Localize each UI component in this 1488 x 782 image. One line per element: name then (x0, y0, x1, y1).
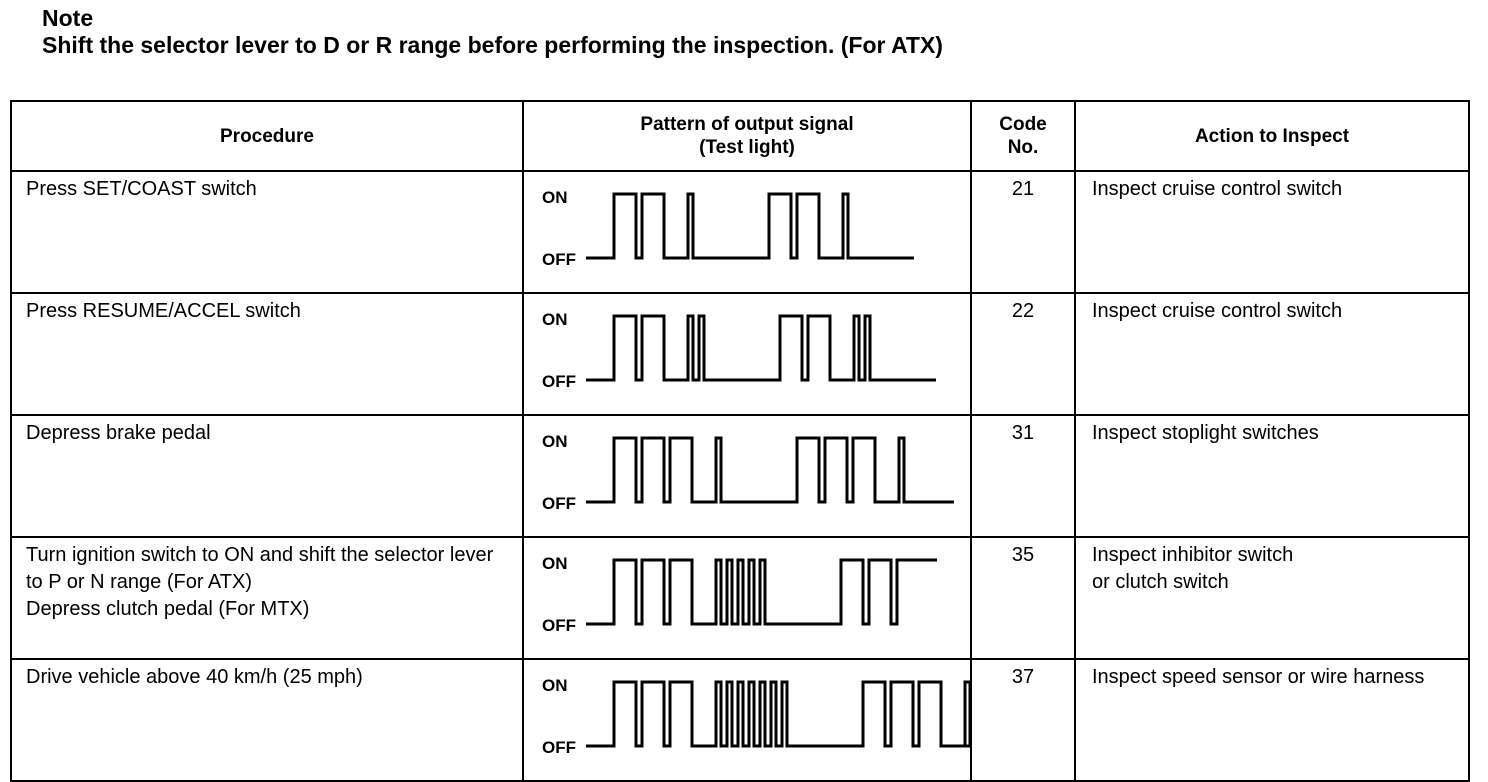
header-action: Action to Inspect (1074, 100, 1470, 172)
signal-pattern-cell: ON OFF (522, 414, 972, 538)
signal-line (586, 192, 914, 260)
signal-waveform (586, 314, 936, 382)
on-label: ON (542, 188, 568, 207)
header-procedure: Procedure (10, 100, 524, 172)
on-label: ON (542, 432, 568, 451)
table-row: Turn ignition switch to ON and shift the… (10, 536, 1470, 660)
code-number: 31 (970, 414, 1076, 538)
signal-line (586, 436, 954, 504)
signal-waveform (586, 558, 937, 626)
procedure-cell: Drive vehicle above 40 km/h (25 mph) (10, 658, 524, 782)
table-row: Drive vehicle above 40 km/h (25 mph) ON … (10, 658, 1470, 782)
procedure-cell: Turn ignition switch to ON and shift the… (10, 536, 524, 660)
code-number: 21 (970, 170, 1076, 294)
signal-line (586, 558, 937, 626)
signal-pattern-cell: ON OFF (522, 658, 972, 782)
code-number: 37 (970, 658, 1076, 782)
signal-pattern-cell: ON OFF (522, 170, 972, 294)
action-cell: Inspect speed sensor or wire harness (1074, 658, 1470, 782)
header-pattern: Pattern of output signal (Test light) (522, 100, 972, 172)
off-label: OFF (542, 738, 576, 757)
signal-line (586, 680, 970, 748)
action-cell: Inspect inhibitor switch or clutch switc… (1074, 536, 1470, 660)
table-row: Press SET/COAST switch ON OFF 21 Inspect… (10, 170, 1470, 294)
on-label: ON (542, 310, 568, 329)
on-label: ON (542, 676, 568, 695)
signal-waveform (586, 680, 970, 748)
procedure-cell: Press SET/COAST switch (10, 170, 524, 294)
action-cell: Inspect cruise control switch (1074, 292, 1470, 416)
table-row: Press RESUME/ACCEL switch ON OFF 22 Insp… (10, 292, 1470, 416)
signal-waveform (586, 192, 914, 260)
procedure-cell: Press RESUME/ACCEL switch (10, 292, 524, 416)
signal-waveform (586, 436, 954, 504)
off-label: OFF (542, 616, 576, 635)
procedure-cell: Depress brake pedal (10, 414, 524, 538)
diagnostic-code-table: Procedure Pattern of output signal (Test… (10, 100, 1470, 782)
action-cell: Inspect cruise control switch (1074, 170, 1470, 294)
header-code: Code No. (970, 100, 1076, 172)
table-row: Depress brake pedal ON OFF 31 Inspect st… (10, 414, 1470, 538)
signal-pattern-cell: ON OFF (522, 292, 972, 416)
code-number: 35 (970, 536, 1076, 660)
signal-pattern-cell: ON OFF (522, 536, 972, 660)
code-number: 22 (970, 292, 1076, 416)
note: Note Shift the selector lever to D or R … (42, 5, 943, 59)
note-text: Shift the selector lever to D or R range… (42, 32, 943, 58)
signal-line (586, 314, 936, 382)
off-label: OFF (542, 372, 576, 391)
note-title: Note (42, 5, 94, 31)
on-label: ON (542, 554, 568, 573)
off-label: OFF (542, 494, 576, 513)
action-cell: Inspect stoplight switches (1074, 414, 1470, 538)
off-label: OFF (542, 250, 576, 269)
